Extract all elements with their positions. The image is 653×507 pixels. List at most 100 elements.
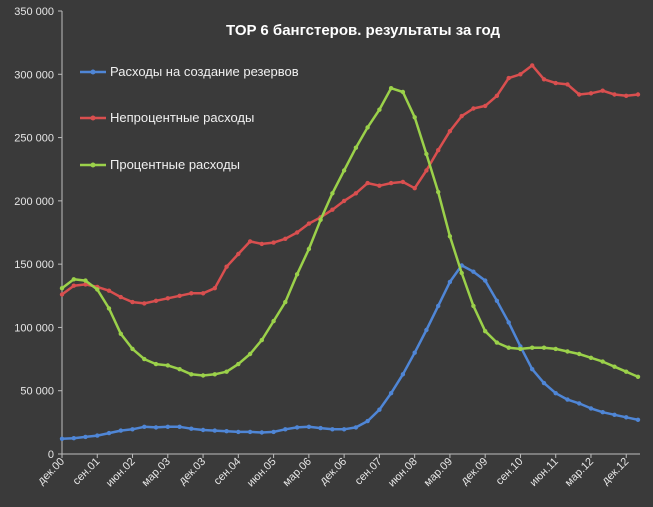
data-point-noninterest — [224, 264, 229, 269]
data-point-noninterest — [177, 293, 182, 298]
data-point-interest — [142, 356, 147, 362]
data-point-interest — [400, 89, 406, 95]
data-point-interest — [588, 355, 594, 360]
data-point-reserves — [436, 303, 441, 309]
data-point-reserves — [130, 427, 135, 432]
chart-title: TOP 6 бангстеров. результаты за год — [226, 22, 501, 39]
series-interest — [59, 86, 641, 379]
data-point-reserves — [365, 418, 370, 424]
data-point-reserves — [330, 427, 335, 432]
data-point-noninterest — [212, 286, 217, 291]
data-point-noninterest — [365, 180, 370, 186]
legend-marker-interest — [90, 162, 96, 168]
data-point-reserves — [95, 433, 100, 438]
data-point-reserves — [341, 427, 347, 432]
y-tick-label: 300 000 — [14, 69, 54, 81]
data-point-reserves — [153, 425, 159, 430]
data-point-noninterest — [483, 103, 488, 109]
data-point-reserves — [106, 430, 112, 436]
data-point-noninterest — [530, 63, 535, 68]
data-point-interest — [200, 373, 206, 378]
data-point-interest — [471, 303, 476, 309]
data-point-interest — [330, 191, 335, 196]
data-point-noninterest — [271, 240, 276, 245]
data-point-interest — [530, 345, 535, 350]
data-point-noninterest — [377, 183, 382, 188]
data-point-reserves — [377, 407, 382, 412]
data-point-noninterest — [553, 80, 558, 86]
data-point-interest — [271, 318, 276, 324]
data-point-interest — [318, 217, 323, 222]
data-point-interest — [577, 351, 582, 357]
data-point-reserves — [200, 427, 206, 433]
legend-item-reserves: Расходы на создание резервов — [80, 64, 299, 79]
legend-marker-reserves — [90, 69, 96, 75]
data-point-noninterest — [424, 168, 429, 173]
data-point-interest — [118, 331, 124, 336]
data-point-noninterest — [518, 72, 523, 77]
data-point-interest — [306, 246, 312, 252]
data-point-interest — [353, 145, 359, 150]
data-point-noninterest — [341, 198, 347, 204]
data-point-interest — [259, 337, 264, 343]
series-layer — [59, 63, 641, 441]
data-point-reserves — [600, 410, 605, 415]
data-point-interest — [424, 151, 429, 157]
data-point-reserves — [177, 424, 182, 429]
data-point-reserves — [635, 417, 641, 422]
data-point-interest — [565, 349, 570, 354]
data-point-reserves — [412, 350, 417, 355]
data-point-noninterest — [494, 93, 500, 99]
data-point-noninterest — [71, 283, 77, 288]
data-point-interest — [541, 345, 547, 350]
data-point-noninterest — [59, 292, 65, 297]
data-point-interest — [165, 363, 170, 368]
series-reserves — [59, 263, 641, 441]
data-point-interest — [212, 372, 217, 377]
data-point-noninterest — [294, 230, 300, 235]
data-point-interest — [447, 234, 453, 239]
data-point-reserves — [588, 406, 594, 411]
legend-marker-noninterest — [90, 115, 96, 121]
data-point-interest — [518, 346, 523, 352]
data-point-reserves — [165, 424, 170, 429]
data-point-noninterest — [165, 296, 170, 301]
data-point-interest — [83, 278, 88, 283]
data-point-reserves — [353, 425, 359, 430]
y-tick-label: 150 000 — [14, 259, 54, 271]
data-point-interest — [494, 340, 500, 345]
data-point-noninterest — [412, 186, 417, 191]
data-point-interest — [224, 369, 229, 374]
data-point-reserves — [59, 436, 65, 441]
data-point-interest — [95, 287, 100, 292]
data-point-noninterest — [142, 301, 147, 306]
data-point-noninterest — [459, 113, 464, 119]
data-point-interest — [130, 346, 135, 352]
legend-item-interest: Процентные расходы — [80, 157, 240, 172]
data-point-reserves — [577, 401, 582, 406]
y-tick-label: 200 000 — [14, 196, 54, 208]
data-point-noninterest — [236, 251, 241, 257]
data-point-noninterest — [600, 88, 605, 93]
data-point-interest — [106, 306, 112, 311]
data-point-noninterest — [306, 221, 312, 226]
data-point-interest — [459, 270, 464, 276]
data-point-noninterest — [506, 75, 511, 81]
data-point-interest — [341, 168, 347, 173]
data-point-interest — [412, 115, 417, 120]
data-point-reserves — [624, 415, 629, 420]
data-point-interest — [612, 364, 617, 369]
data-point-noninterest — [283, 236, 288, 241]
data-point-noninterest — [330, 207, 335, 212]
data-point-noninterest — [588, 91, 594, 96]
data-point-noninterest — [541, 77, 547, 82]
data-point-reserves — [294, 425, 300, 430]
data-point-interest — [388, 86, 394, 91]
data-point-noninterest — [106, 288, 112, 293]
data-point-reserves — [271, 429, 276, 435]
data-point-reserves — [424, 327, 429, 333]
data-point-reserves — [142, 424, 147, 429]
data-point-interest — [177, 367, 182, 372]
data-point-interest — [283, 299, 288, 305]
